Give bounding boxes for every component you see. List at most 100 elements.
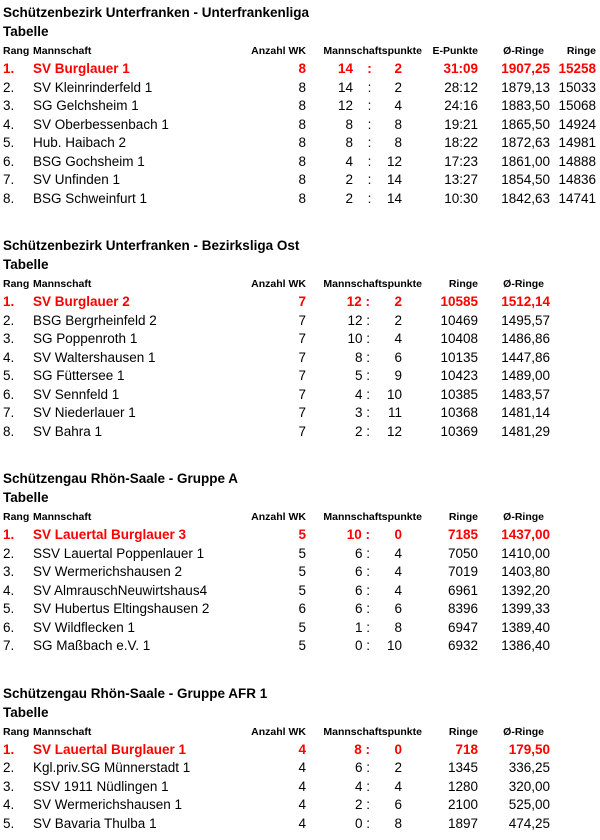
points-against-cell: 2 — [394, 79, 402, 95]
points-colon: : — [367, 190, 372, 206]
team-cell: BSG Schweinfurt 1 — [33, 190, 148, 206]
table-body: 1. SV Lauertal Burglauer 3 5 10 : : 0 71… — [3, 526, 600, 656]
header-col-a: E-Punkte — [432, 45, 478, 57]
points-against-cell: 8 — [394, 135, 402, 150]
header-mannschaftspunkte: Mannschaftspunkte — [323, 511, 422, 523]
points-for-cell: 2 : — [354, 423, 370, 439]
points-for-cell: 14 — [337, 61, 353, 76]
section-subtitle: Tabelle — [3, 704, 49, 720]
team-cell: SV Lauertal Burglauer 3 — [33, 527, 187, 542]
points-for-cell: 4 : — [354, 386, 370, 402]
header-rang: Rang — [3, 725, 30, 738]
col-a-cell: 1897 — [447, 815, 478, 831]
col-a-cell: 10469 — [440, 312, 478, 328]
points-against-cell: 2 — [394, 312, 402, 328]
header-col-a: Ringe — [448, 511, 478, 523]
col-b-cell: 1481,29 — [501, 423, 550, 439]
team-cell: Hub. Haibach 2 — [33, 135, 127, 150]
points-for-cell: 12 : — [347, 312, 370, 328]
rank-cell: 3. — [3, 331, 15, 346]
col-b-cell: 474,25 — [508, 815, 550, 831]
col-c-cell: 15033 — [558, 79, 596, 95]
col-c-cell: 15068 — [558, 98, 596, 113]
header-col-c: Ringe — [566, 45, 596, 57]
team-cell: SSV Lauertal Poppenlauer 1 — [33, 545, 205, 561]
col-a-cell: 1345 — [447, 760, 478, 775]
table-row: 2. SV Kleinrinderfeld 1 8 14 : 2 28:12 1… — [3, 79, 600, 98]
rank-cell: 7. — [3, 638, 15, 653]
league-table-section: Schützengau Rhön-Saale - Gruppe A Tabell… — [3, 469, 600, 656]
col-a-cell: 10385 — [440, 386, 478, 402]
col-b-cell: 320,00 — [508, 778, 550, 794]
col-a-cell: 6961 — [447, 582, 478, 598]
col-a-cell: 10135 — [440, 349, 478, 365]
table-header-row: Rang Mannschaft Anzahl WK Mannschaftspun… — [3, 43, 600, 60]
col-a-cell: 6932 — [447, 638, 478, 653]
section-subtitle: Tabelle — [3, 257, 49, 272]
col-a-cell: 1280 — [447, 778, 478, 794]
team-cell: SV Burglauer 2 — [33, 294, 130, 309]
points-against-cell: 0 — [394, 527, 402, 542]
points-for-cell: 12 — [337, 98, 353, 113]
wk-cell: 8 — [298, 172, 306, 187]
col-b-cell: 1489,00 — [501, 368, 550, 383]
wk-cell: 4 — [298, 778, 306, 794]
table-row: 2. Kgl.priv.SG Münnerstadt 1 4 6 : : 2 1… — [3, 759, 600, 778]
points-against-cell: 8 — [394, 619, 402, 635]
section-title: Schützenbezirk Unterfranken - Unterfrank… — [3, 5, 310, 20]
points-for-cell: 8 : — [354, 349, 370, 365]
points-for-cell: 8 — [345, 116, 353, 132]
points-against-cell: 4 — [394, 582, 402, 598]
table-row: 6. BSG Gochsheim 1 8 4 : 12 17:23 1861,0… — [3, 153, 600, 172]
team-cell: SV Kleinrinderfeld 1 — [33, 79, 153, 95]
col-a-cell: 10423 — [440, 368, 478, 383]
wk-cell: 5 — [298, 527, 306, 542]
rank-cell: 4. — [3, 797, 15, 812]
table-header-row: Rang Mannschaft Anzahl WK Mannschaftspun… — [3, 509, 600, 526]
rank-cell: 8. — [3, 190, 15, 206]
team-cell: SV AlmrauschNeuwirtshaus4 — [33, 582, 208, 598]
points-for-cell: 6 : — [354, 582, 370, 598]
col-b-cell: 1447,86 — [501, 349, 550, 365]
rank-cell: 5. — [3, 368, 15, 383]
table-row: 5. Hub. Haibach 2 8 8 : 8 18:22 1872,63 … — [3, 134, 600, 153]
points-against-cell: 14 — [386, 190, 402, 206]
points-colon: : — [367, 98, 372, 113]
section-title: Schützenbezirk Unterfranken - Bezirkslig… — [3, 238, 300, 253]
col-c-cell: 14888 — [558, 153, 596, 169]
col-b-cell: 1907,25 — [501, 61, 550, 76]
col-b-cell: 1386,40 — [501, 638, 550, 653]
table-body: 1. SV Burglauer 1 8 14 : 2 31:09 1907,25… — [3, 60, 600, 208]
team-cell: SV Hubertus Eltingshausen 2 — [33, 601, 210, 616]
table-row: 1. SV Burglauer 2 7 12 : : 2 10585 1512,… — [3, 293, 600, 312]
rank-cell: 6. — [3, 619, 15, 635]
wk-cell: 8 — [298, 135, 306, 150]
points-for-cell: 10 : — [347, 331, 370, 346]
wk-cell: 7 — [298, 349, 306, 365]
team-cell: BSG Gochsheim 1 — [33, 153, 145, 169]
col-b-cell: 1481,14 — [501, 405, 550, 420]
col-a-cell: 17:23 — [444, 153, 478, 169]
table-row: 4. SV Wermerichshausen 1 4 2 : : 6 2100 … — [3, 796, 600, 815]
league-table-section: Schützenbezirk Unterfranken - Bezirkslig… — [3, 236, 600, 441]
wk-cell: 7 — [298, 312, 306, 328]
col-c-cell: 15258 — [558, 61, 596, 76]
points-colon: : — [367, 61, 372, 76]
wk-cell: 5 — [298, 638, 306, 653]
rank-cell: 1. — [3, 741, 15, 757]
table-row: 5. SG Füttersee 1 7 5 : : 9 10423 1489,0… — [3, 367, 600, 386]
col-a-cell: 2100 — [447, 797, 478, 812]
table-row: 8. SV Bahra 1 7 2 : : 12 10369 1481,29 — [3, 423, 600, 442]
table-row: 1. SV Burglauer 1 8 14 : 2 31:09 1907,25… — [3, 60, 600, 79]
wk-cell: 7 — [298, 386, 306, 402]
team-cell: SG Füttersee 1 — [33, 368, 125, 383]
header-mannschaftspunkte: Mannschaftspunkte — [323, 278, 422, 290]
rank-cell: 2. — [3, 79, 15, 95]
rank-cell: 1. — [3, 527, 15, 542]
points-against-cell: 6 — [394, 797, 402, 812]
rank-cell: 2. — [3, 760, 15, 775]
points-for-cell: 2 — [345, 172, 353, 187]
section-title: Schützengau Rhön-Saale - Gruppe A — [3, 471, 239, 486]
rank-cell: 4. — [3, 116, 15, 132]
rank-cell: 1. — [3, 294, 15, 309]
